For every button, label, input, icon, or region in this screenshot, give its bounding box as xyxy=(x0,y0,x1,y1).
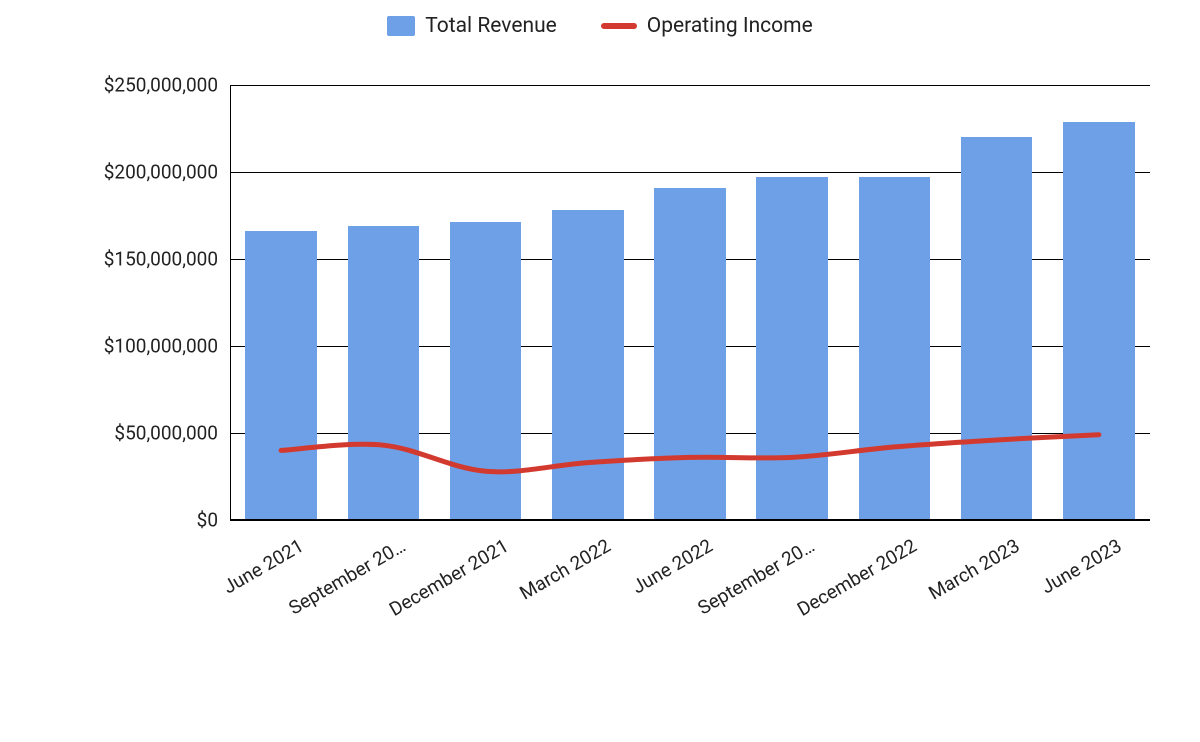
legend-label-total-revenue: Total Revenue xyxy=(425,14,557,38)
revenue-chart: Total Revenue Operating Income $0$50,000… xyxy=(0,0,1200,742)
operating-income-line xyxy=(281,435,1099,472)
legend-label-operating-income: Operating Income xyxy=(647,14,813,38)
y-tick-label: $250,000,000 xyxy=(104,74,230,97)
y-tick-label: $150,000,000 xyxy=(104,248,230,271)
line-layer xyxy=(230,85,1150,520)
x-axis xyxy=(230,519,1150,520)
y-tick-label: $200,000,000 xyxy=(104,161,230,184)
y-tick-label: $100,000,000 xyxy=(104,335,230,358)
legend-swatch-bar xyxy=(387,16,415,36)
plot-area: $0$50,000,000$100,000,000$150,000,000$20… xyxy=(230,85,1150,520)
legend-item-total-revenue: Total Revenue xyxy=(387,14,557,38)
gridline xyxy=(230,520,1150,521)
legend-swatch-line xyxy=(601,23,637,29)
y-tick-label: $50,000,000 xyxy=(114,422,230,445)
legend: Total Revenue Operating Income xyxy=(0,14,1200,38)
legend-item-operating-income: Operating Income xyxy=(601,14,813,38)
y-tick-label: $0 xyxy=(197,509,230,532)
